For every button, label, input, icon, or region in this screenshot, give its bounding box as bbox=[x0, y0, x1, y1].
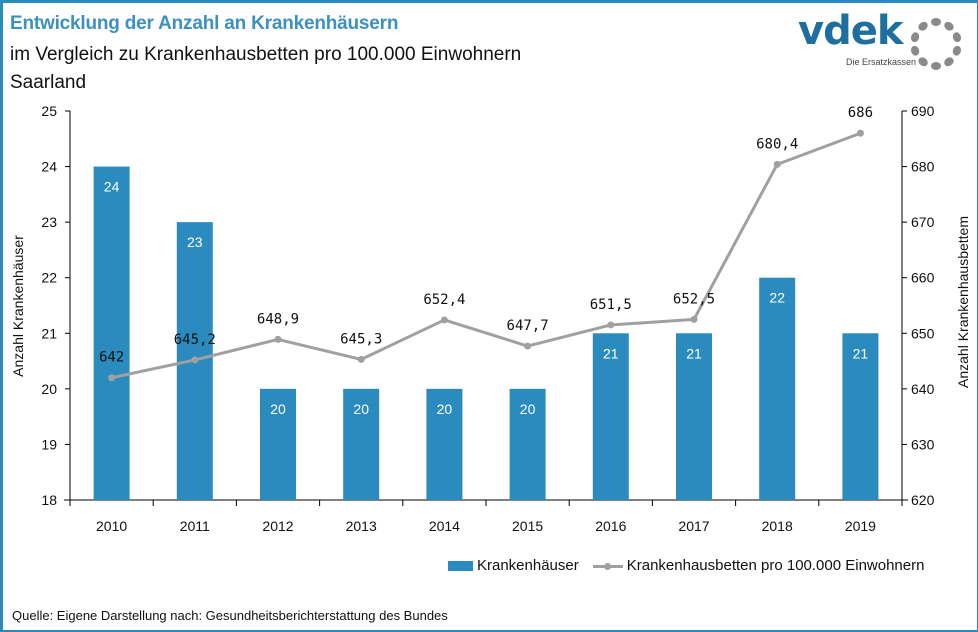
x-tick-label: 2013 bbox=[346, 518, 377, 534]
x-tick-label: 2015 bbox=[512, 518, 543, 534]
y-tick-label: 25 bbox=[41, 103, 57, 119]
x-tick-label: 2011 bbox=[180, 518, 210, 534]
line-label: 645,3 bbox=[340, 331, 382, 347]
legend-line-swatch bbox=[592, 561, 623, 571]
line-point bbox=[440, 316, 448, 324]
y2-tick-label: 650 bbox=[911, 325, 935, 341]
y2-tick-label: 660 bbox=[911, 270, 935, 286]
line-point bbox=[773, 160, 781, 168]
y2-tick-label: 670 bbox=[911, 214, 935, 230]
line-point bbox=[191, 356, 199, 364]
logo-dot bbox=[944, 57, 954, 67]
logo-dot bbox=[931, 18, 941, 26]
y-axis-label: Anzahl Krankenhäuser bbox=[10, 235, 26, 377]
source-note: Quelle: Eigene Darstellung nach: Gesundh… bbox=[12, 608, 448, 623]
line-point bbox=[607, 321, 615, 329]
y-tick-label: 23 bbox=[41, 214, 57, 230]
bar bbox=[260, 388, 296, 500]
y2-tick-label: 630 bbox=[911, 436, 935, 452]
bar-label: 21 bbox=[603, 345, 619, 361]
bar-label: 23 bbox=[187, 234, 203, 250]
bar-label: 20 bbox=[353, 401, 369, 417]
bar bbox=[509, 388, 546, 500]
line-label: 651,5 bbox=[590, 297, 632, 313]
y2-axis-label: Anzahl Krankenhausbettem bbox=[955, 216, 971, 388]
logo-tagline: Die Ersatzkassen bbox=[846, 57, 917, 67]
y2-tick-label: 690 bbox=[911, 103, 935, 119]
x-tick-label: 2010 bbox=[96, 518, 127, 534]
logo-ring-icon bbox=[910, 18, 962, 70]
bar-label: 21 bbox=[853, 345, 869, 361]
line-series bbox=[111, 131, 861, 380]
bar-label: 22 bbox=[769, 290, 785, 306]
y-tick-label: 21 bbox=[41, 325, 57, 341]
line-label: 648,9 bbox=[257, 311, 299, 327]
bar bbox=[343, 388, 380, 500]
bar-label: 20 bbox=[270, 401, 286, 417]
line-label: 642 bbox=[99, 350, 124, 366]
bar-label: 20 bbox=[437, 401, 453, 417]
y2-tick-label: 680 bbox=[911, 159, 935, 175]
bar-label: 24 bbox=[104, 179, 120, 195]
line-point bbox=[856, 129, 864, 137]
x-tick-label: 2018 bbox=[762, 518, 793, 534]
legend-label-krankenhaeuser: Krankenhäuser bbox=[477, 557, 579, 574]
logo-dot bbox=[918, 21, 928, 31]
bar bbox=[426, 388, 463, 500]
line-point bbox=[357, 355, 365, 363]
x-tick-label: 2016 bbox=[595, 518, 626, 534]
chart-subtitle: im Vergleich zu Krankenhausbetten pro 10… bbox=[10, 44, 522, 65]
line-label: 686 bbox=[848, 105, 873, 121]
logo-dot bbox=[910, 45, 920, 56]
bar bbox=[676, 333, 712, 500]
line-label: 680,4 bbox=[756, 136, 798, 152]
bar-label: 20 bbox=[520, 401, 536, 417]
x-tick-label: 2014 bbox=[429, 518, 460, 534]
bar bbox=[842, 333, 879, 500]
line-label: 645,2 bbox=[174, 332, 216, 348]
bar bbox=[759, 277, 796, 500]
line-label: 652,4 bbox=[423, 292, 465, 308]
logo-dot bbox=[931, 62, 941, 70]
legend: Krankenhäuser Krankenhausbetten pro 100.… bbox=[448, 557, 924, 574]
logo-dot bbox=[918, 57, 928, 67]
line-label: 652,5 bbox=[673, 291, 715, 307]
logo-dot bbox=[952, 45, 962, 56]
legend-bar-swatch bbox=[448, 560, 473, 571]
x-tick-label: 2019 bbox=[845, 518, 876, 534]
y-tick-label: 22 bbox=[41, 270, 57, 286]
line-point bbox=[690, 315, 698, 323]
x-tick-label: 2012 bbox=[262, 518, 293, 534]
bar bbox=[592, 333, 629, 500]
chart-region: Saarland bbox=[10, 72, 87, 93]
y-tick-label: 24 bbox=[41, 159, 57, 175]
line-point bbox=[274, 335, 282, 343]
bar-label: 21 bbox=[686, 345, 702, 361]
bar bbox=[93, 166, 130, 501]
line-point bbox=[524, 342, 532, 350]
vdek-logo: vdek Die Ersatzkassen bbox=[798, 8, 968, 72]
x-tick-label: 2017 bbox=[678, 518, 709, 534]
y-tick-label: 19 bbox=[41, 436, 57, 452]
logo-dot bbox=[944, 21, 954, 31]
logo-dot bbox=[910, 32, 920, 43]
legend-label-betten: Krankenhausbetten pro 100.000 Einwohnern bbox=[626, 557, 925, 574]
line-label: 647,7 bbox=[507, 318, 549, 334]
y-tick-label: 20 bbox=[41, 381, 57, 397]
y-tick-label: 18 bbox=[41, 492, 57, 508]
y2-tick-label: 620 bbox=[911, 492, 935, 508]
y2-tick-label: 640 bbox=[911, 381, 935, 397]
chart-title: Entwicklung der Anzahl an Krankenhäusern bbox=[10, 13, 399, 34]
logo-dot bbox=[952, 32, 962, 43]
line-point bbox=[108, 374, 116, 382]
logo-wordmark: vdek bbox=[798, 8, 903, 54]
